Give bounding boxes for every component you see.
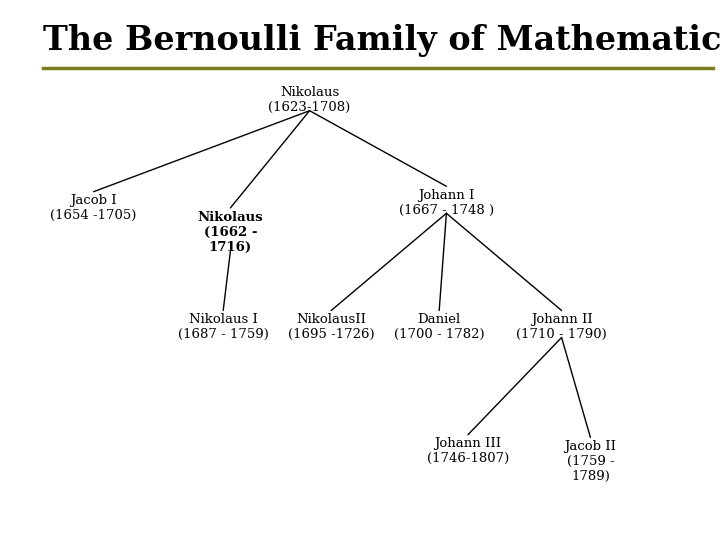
Text: Jacob I
(1654 -1705): Jacob I (1654 -1705) (50, 194, 137, 222)
Text: Daniel
(1700 - 1782): Daniel (1700 - 1782) (394, 313, 485, 341)
Text: The Bernoulli Family of Mathematicians: The Bernoulli Family of Mathematicians (43, 24, 720, 57)
Text: Jacob II
(1759 -
1789): Jacob II (1759 - 1789) (564, 440, 616, 483)
Text: Johann III
(1746-1807): Johann III (1746-1807) (427, 437, 509, 465)
Text: Johann I
(1667 - 1748 ): Johann I (1667 - 1748 ) (399, 189, 494, 217)
Text: Johann II
(1710 - 1790): Johann II (1710 - 1790) (516, 313, 607, 341)
Text: Nikolaus
(1662 -
1716): Nikolaus (1662 - 1716) (197, 211, 264, 254)
Text: Nikolaus I
(1687 - 1759): Nikolaus I (1687 - 1759) (178, 313, 269, 341)
Text: NikolausII
(1695 -1726): NikolausII (1695 -1726) (288, 313, 374, 341)
Text: Nikolaus
(1623-1708): Nikolaus (1623-1708) (269, 86, 351, 114)
